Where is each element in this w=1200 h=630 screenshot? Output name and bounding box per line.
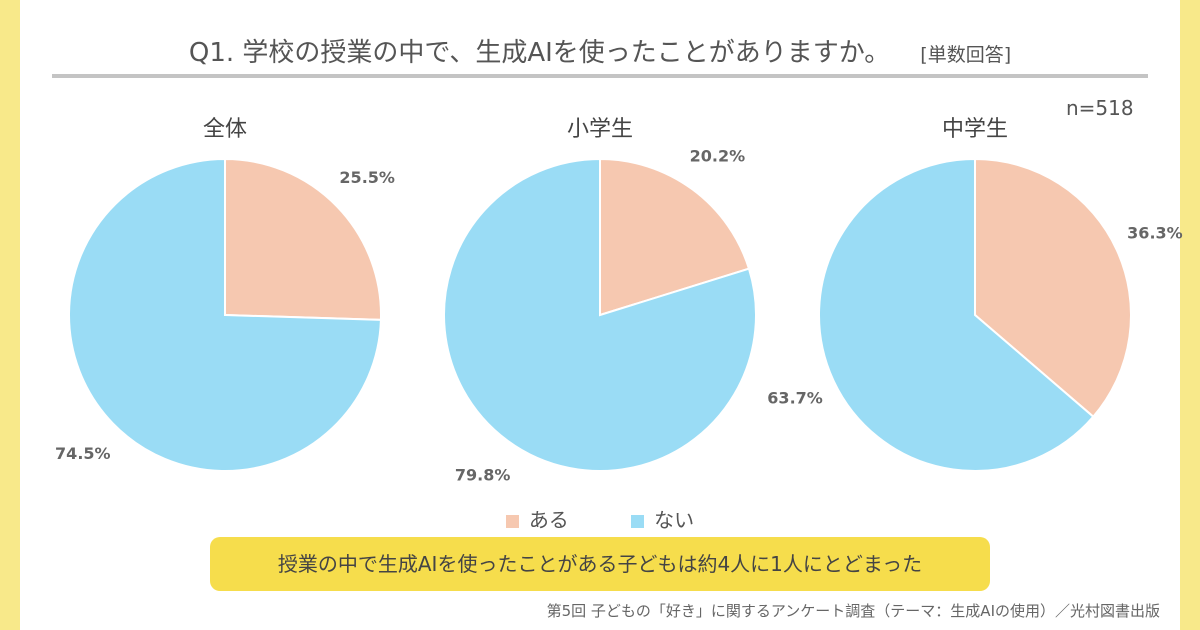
data-label: 63.7% [767,389,823,408]
data-label: 25.5% [339,168,395,187]
legend-item-aru: ある [505,504,569,533]
data-label: 79.8% [455,465,511,484]
chart-title: Q1. 学校の授業の中で、生成AIを使ったことがありますか。 [単数回答] [0,32,1200,69]
data-label: 74.5% [55,444,111,463]
pie-title: 全体 [203,117,247,142]
pie-title: 中学生 [942,117,1008,142]
data-label: 20.2% [690,147,746,166]
title-note: [単数回答] [920,44,1012,66]
pie-slice-nai [818,157,1095,472]
source-note: 第5回 子どもの「好き」に関するアンケート調査（テーマ：生成AIの使用）／光村図… [546,602,1160,620]
pie-slice-aru [224,157,382,321]
title-divider [52,74,1148,78]
data-label: 36.3% [1127,223,1183,242]
legend-label: ない [654,508,695,532]
legend-label: ある [528,508,569,532]
legend-item-nai: ない [631,504,694,533]
legend: ある ない [0,504,1200,533]
pie-slice-nai [68,157,382,472]
pie-slice-aru [974,157,1132,419]
pie-slice-aru [599,157,751,317]
pie-slice-nai [443,157,757,472]
summary-banner: 授業の中で生成AIを使ったことがある子どもは約4人に1人にとどまった [210,537,990,591]
title-text: Q1. 学校の授業の中で、生成AIを使ったことがありますか。 [188,38,891,68]
pie-title: 小学生 [567,117,633,142]
legend-swatch-nai [631,515,645,528]
legend-swatch-aru [505,515,519,528]
sample-size: n=518 [1066,96,1134,120]
